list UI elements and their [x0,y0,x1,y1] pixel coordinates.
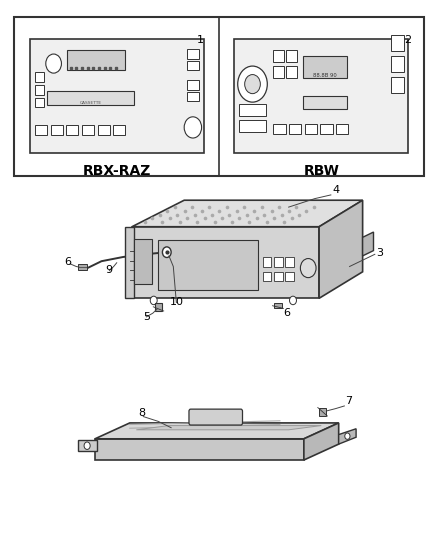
Bar [273,50,284,62]
Bar [321,124,332,134]
Polygon shape [132,227,319,298]
Text: 4: 4 [332,185,339,195]
Polygon shape [304,423,339,460]
Circle shape [300,259,316,278]
Bar [274,272,283,281]
FancyBboxPatch shape [189,409,243,425]
Text: 1: 1 [197,35,204,45]
Text: RBW: RBW [304,164,339,178]
Text: 5: 5 [143,311,150,321]
Polygon shape [125,227,134,298]
Bar [98,125,110,135]
Bar [262,257,271,266]
Bar [303,56,346,78]
Bar [47,91,134,104]
Bar [155,303,162,311]
Bar [35,98,45,107]
Bar [289,124,301,134]
Text: 6: 6 [283,308,290,318]
Text: 7: 7 [345,397,352,406]
Text: 10: 10 [170,297,184,307]
Circle shape [84,442,90,449]
Bar [273,124,286,134]
Bar [187,49,199,59]
Bar [319,408,326,416]
Bar [303,96,346,109]
Bar [336,124,348,134]
Polygon shape [136,425,321,430]
Bar [187,61,199,70]
Bar [234,38,408,152]
Bar [113,125,125,135]
Bar [82,125,94,135]
Bar [50,125,63,135]
Bar [305,124,317,134]
Polygon shape [78,440,97,451]
Bar [286,50,297,62]
Circle shape [150,296,157,305]
Polygon shape [95,439,304,460]
Text: 88.8B 90: 88.8B 90 [313,73,337,78]
Bar [240,120,266,132]
Text: 8: 8 [138,408,145,418]
Text: RBX-RAZ: RBX-RAZ [82,164,151,178]
Bar [158,240,258,290]
Bar [30,38,204,152]
FancyBboxPatch shape [14,17,424,176]
Circle shape [184,117,201,138]
Bar [391,56,404,72]
Bar [67,50,125,70]
Bar [262,272,271,281]
Bar [187,80,199,90]
Circle shape [245,75,260,94]
Polygon shape [132,200,363,227]
Text: CASSETTE: CASSETTE [80,101,102,105]
Bar [286,66,297,78]
Circle shape [238,66,267,102]
Bar [66,125,78,135]
Bar [78,264,87,270]
Bar [273,66,284,78]
Bar [285,257,294,266]
Polygon shape [95,423,339,439]
Bar [35,125,47,135]
Bar [35,72,45,82]
Bar [35,85,45,94]
Text: 3: 3 [377,248,384,258]
Circle shape [46,54,61,73]
Circle shape [290,296,297,305]
Bar [134,239,152,284]
Bar [240,104,266,116]
Circle shape [345,433,350,439]
Bar [391,35,404,51]
Bar [285,272,294,281]
Circle shape [162,247,171,257]
Text: 6: 6 [64,257,71,268]
Polygon shape [339,429,356,444]
Bar [391,77,404,93]
Bar [187,92,199,101]
Bar [274,303,282,309]
Polygon shape [319,200,363,298]
Polygon shape [363,232,374,256]
Bar [274,257,283,266]
Text: 2: 2 [404,35,411,45]
Text: 9: 9 [105,265,112,275]
